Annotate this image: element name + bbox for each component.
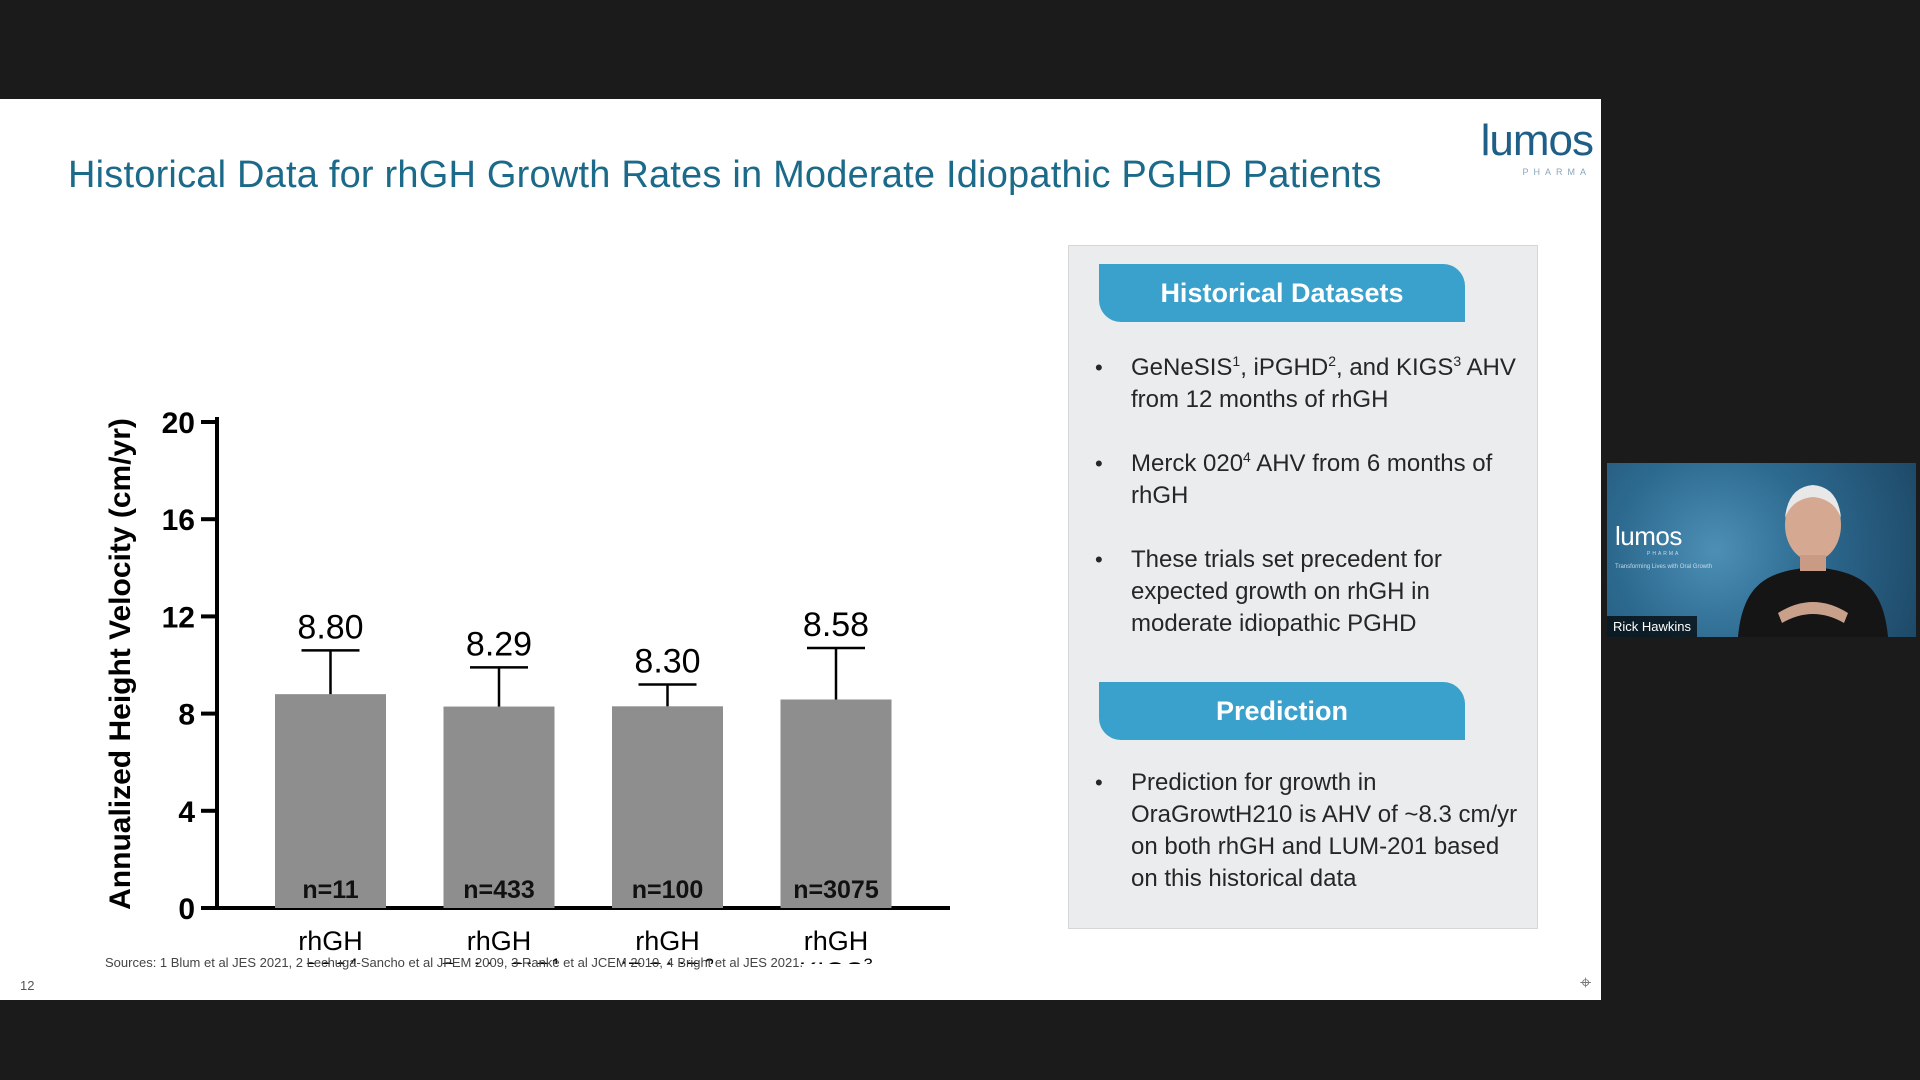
bullet-datasets: GeNeSIS1, iPGHD2, and KIGS3 AHV from 12 … xyxy=(1095,352,1523,416)
info-panel: Historical Datasets GeNeSIS1, iPGHD2, an… xyxy=(1068,245,1538,929)
prediction-bullets: Prediction for growth in OraGrowtH210 is… xyxy=(1095,767,1523,927)
speaker-silhouette xyxy=(1738,485,1888,637)
n-label: n=3075 xyxy=(793,876,879,904)
y-ticks: 0 4 8 12 16 20 xyxy=(162,407,217,926)
bullet-datasets-b: , iPGHD xyxy=(1240,354,1329,381)
x-category-label-line2: 0204 xyxy=(303,955,358,964)
slide-title: Historical Data for rhGH Growth Rates in… xyxy=(68,154,1382,196)
bullet-merck-a: Merck 020 xyxy=(1131,450,1244,477)
y-tick-label: 20 xyxy=(162,407,195,440)
bullet-merck: Merck 0204 AHV from 6 months of rhGH xyxy=(1095,448,1523,512)
x-category-label: rhGH xyxy=(804,926,869,956)
lumos-logo: lumos PHARMA xyxy=(1468,116,1594,179)
video-logo-sub: PHARMA xyxy=(1647,551,1681,557)
x-category-label: rhGH xyxy=(467,926,532,956)
y-tick-label: 0 xyxy=(178,893,195,926)
bar xyxy=(443,706,555,908)
n-label: n=433 xyxy=(463,876,535,904)
video-logo: lumos xyxy=(1615,521,1682,551)
video-tagline: Transforming Lives with Oral Growth xyxy=(1615,564,1713,570)
logo-word: lumos xyxy=(1480,116,1594,165)
y-tick-label: 12 xyxy=(162,601,195,634)
page-number: 12 xyxy=(20,978,35,993)
bullet-datasets-c-sup: 3 xyxy=(1453,353,1462,369)
bullet-merck-b: AHV from 6 months of rhGH xyxy=(1131,450,1493,509)
historical-datasets-heading: Historical Datasets xyxy=(1099,264,1465,322)
value-label: 8.29 xyxy=(466,625,532,663)
logo-sub: PHARMA xyxy=(1522,167,1591,177)
y-tick-label: 8 xyxy=(178,699,195,732)
bar xyxy=(275,694,386,908)
historical-bullets: GeNeSIS1, iPGHD2, and KIGS3 AHV from 12 … xyxy=(1095,352,1523,672)
speaker-video-tile[interactable]: lumos PHARMA Transforming Lives with Ora… xyxy=(1607,463,1916,637)
x-category-label: rhGH xyxy=(635,926,700,956)
bullet-prediction: Prediction for growth in OraGrowtH210 is… xyxy=(1095,767,1523,895)
bars: 8.80n=11rhGH02048.29n=433rhGHGeNeSIS18.3… xyxy=(275,606,892,964)
sources-footnote: Sources: 1 Blum et al JES 2021, 2 Lechug… xyxy=(105,955,804,970)
value-label: 8.30 xyxy=(634,642,700,680)
bar-chart: Annualized Height Velocity (cm/yr) 0 4 8 12… xyxy=(104,407,950,964)
y-tick-label: 4 xyxy=(178,796,195,829)
bullet-merck-a-sup: 4 xyxy=(1243,449,1251,465)
bar xyxy=(612,706,723,908)
x-category-label-line2: iPGHD2 xyxy=(621,955,714,964)
bullet-precedent: These trials set precedent for expected … xyxy=(1095,544,1523,640)
y-tick-label: 16 xyxy=(162,504,195,537)
n-label: n=11 xyxy=(302,876,358,904)
bar xyxy=(780,699,892,908)
bullet-datasets-d: AHV from 12 months of rhGH xyxy=(1131,354,1516,413)
value-label: 8.80 xyxy=(297,608,363,646)
bullet-datasets-b-sup: 2 xyxy=(1328,353,1336,369)
x-category-label-line2: KIGS3 xyxy=(799,955,873,964)
crosshair-icon: ⌖ xyxy=(1580,972,1592,994)
y-axis-label: Annualized Height Velocity (cm/yr) xyxy=(104,418,137,910)
bullet-datasets-a-sup: 1 xyxy=(1232,353,1241,369)
value-label: 8.58 xyxy=(803,606,869,644)
n-label: n=100 xyxy=(632,876,704,904)
prediction-heading: Prediction xyxy=(1099,682,1465,740)
presentation-slide: Historical Data for rhGH Growth Rates in… xyxy=(0,99,1601,1000)
x-category-label: rhGH xyxy=(298,926,363,956)
x-category-label-line2: GeNeSIS1 xyxy=(437,955,561,964)
bullet-datasets-a: GeNeSIS xyxy=(1131,354,1233,381)
bullet-datasets-c: , and KIGS xyxy=(1336,354,1454,381)
speaker-name-tag: Rick Hawkins xyxy=(1607,616,1698,637)
